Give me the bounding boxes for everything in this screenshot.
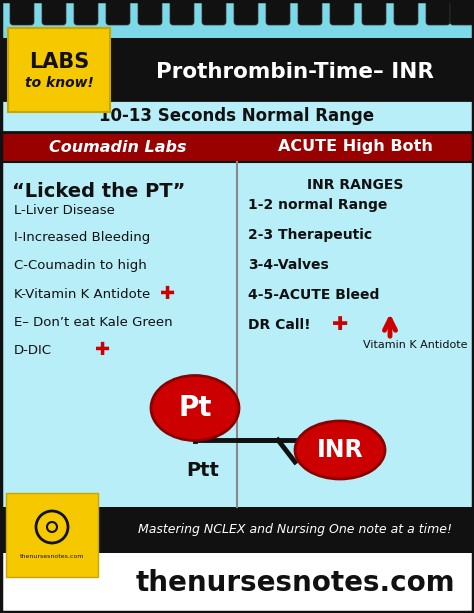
FancyBboxPatch shape (234, 0, 258, 25)
Text: thenursesnotes.com: thenursesnotes.com (135, 569, 455, 597)
Text: D-DIC: D-DIC (14, 343, 52, 357)
FancyBboxPatch shape (0, 132, 474, 162)
Text: K-Vitamin K Antidote: K-Vitamin K Antidote (14, 287, 150, 300)
FancyBboxPatch shape (0, 42, 474, 100)
FancyBboxPatch shape (106, 0, 130, 25)
FancyBboxPatch shape (6, 493, 98, 577)
FancyBboxPatch shape (362, 0, 386, 25)
Text: Prothrombin-Time– INR: Prothrombin-Time– INR (156, 62, 434, 82)
Text: “Licked the PT”: “Licked the PT” (12, 182, 185, 201)
Text: Ptt: Ptt (187, 460, 219, 479)
Text: ✚: ✚ (95, 341, 110, 359)
Ellipse shape (151, 376, 239, 441)
Text: Pt: Pt (178, 394, 212, 422)
Text: Coumadin Labs: Coumadin Labs (49, 140, 187, 154)
Ellipse shape (295, 421, 385, 479)
Text: 1-2 normal Range: 1-2 normal Range (248, 198, 387, 212)
Text: 4-5-ACUTE Bleed: 4-5-ACUTE Bleed (248, 288, 379, 302)
Text: INR: INR (317, 438, 363, 462)
FancyBboxPatch shape (0, 100, 474, 132)
FancyBboxPatch shape (0, 553, 474, 613)
FancyBboxPatch shape (202, 0, 226, 25)
FancyBboxPatch shape (0, 38, 474, 42)
Text: Vitamin K Antidote: Vitamin K Antidote (363, 340, 467, 350)
Text: E– Don’t eat Kale Green: E– Don’t eat Kale Green (14, 316, 173, 329)
FancyBboxPatch shape (8, 28, 110, 112)
FancyBboxPatch shape (0, 0, 474, 38)
FancyBboxPatch shape (0, 162, 474, 507)
Text: C-Coumadin to high: C-Coumadin to high (14, 259, 147, 273)
Text: 2-3 Therapeutic: 2-3 Therapeutic (248, 228, 372, 242)
FancyBboxPatch shape (138, 0, 162, 25)
Text: 3-4-Valves: 3-4-Valves (248, 258, 329, 272)
Text: ✚: ✚ (160, 285, 175, 303)
Text: to know!: to know! (25, 76, 93, 90)
Text: ✚: ✚ (332, 316, 348, 335)
FancyBboxPatch shape (298, 0, 322, 25)
FancyBboxPatch shape (450, 0, 474, 25)
Text: L-Liver Disease: L-Liver Disease (14, 204, 115, 216)
FancyBboxPatch shape (0, 507, 474, 553)
Text: Mastering NCLEX and Nursing One note at a time!: Mastering NCLEX and Nursing One note at … (138, 524, 452, 536)
FancyBboxPatch shape (266, 0, 290, 25)
FancyBboxPatch shape (426, 0, 450, 25)
Text: DR Call!: DR Call! (248, 318, 310, 332)
FancyBboxPatch shape (74, 0, 98, 25)
Text: LABS: LABS (29, 52, 89, 72)
FancyBboxPatch shape (10, 0, 34, 25)
Text: ACUTE High Both: ACUTE High Both (278, 140, 432, 154)
Text: I-Increased Bleeding: I-Increased Bleeding (14, 232, 150, 245)
Text: INR RANGES: INR RANGES (307, 178, 403, 192)
FancyBboxPatch shape (42, 0, 66, 25)
Text: thenursesnotes.com: thenursesnotes.com (20, 554, 84, 558)
Text: 10-13 Seconds Normal Range: 10-13 Seconds Normal Range (100, 107, 374, 125)
FancyBboxPatch shape (330, 0, 354, 25)
FancyBboxPatch shape (170, 0, 194, 25)
FancyBboxPatch shape (394, 0, 418, 25)
